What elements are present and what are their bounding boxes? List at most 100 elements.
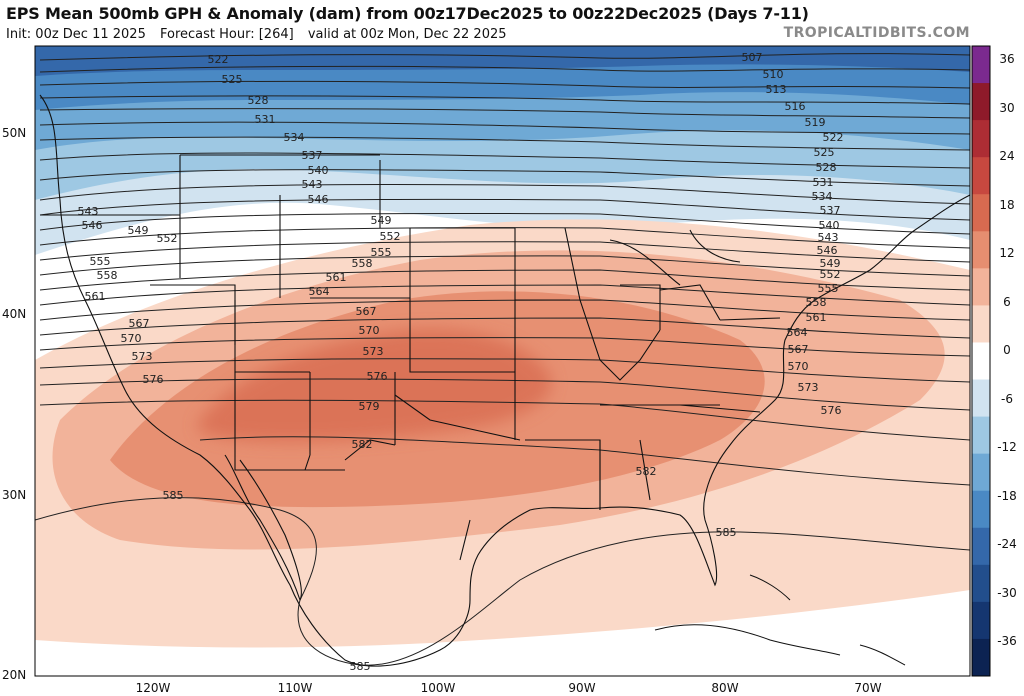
contour-label-east: 573 [798, 381, 819, 394]
contour-label-west-coast: 552 [157, 232, 178, 245]
contour-label-east: 549 [820, 257, 841, 270]
map-title: EPS Mean 500mb GPH & Anomaly (dam) from … [6, 4, 809, 23]
colorbar-tick-label: 30 [999, 100, 1015, 115]
contour-label-east: 582 [636, 465, 657, 478]
contour-label-east: 519 [805, 116, 826, 129]
contour-label-west-coast: 573 [132, 350, 153, 363]
contour-label-west: 528 [248, 94, 269, 107]
colorbar-tick-label: 24 [999, 149, 1015, 163]
contour-label-west: 567 [356, 305, 377, 318]
contour-label-west-coast: 543 [78, 205, 99, 218]
map-subtitle: Init: 00z Dec 11 2025 Forecast Hour: [26… [6, 27, 517, 42]
colorbar-tick-label: -36 [997, 634, 1017, 648]
contour-label-east: 570 [788, 360, 809, 373]
contour-label-east: 558 [806, 296, 827, 309]
contour-label-east: 540 [819, 219, 840, 232]
lon-label-70w: 70W [854, 681, 882, 695]
colorbar-segment [972, 268, 990, 306]
contour-label-west-coast: 576 [143, 373, 164, 386]
colorbar-segment [972, 194, 990, 232]
contour-label-east: 513 [766, 83, 787, 96]
contour-label-west-coast: 561 [85, 290, 106, 303]
colorbar-tick-label: 0 [1003, 343, 1011, 357]
contour-label-west-coast: 558 [97, 269, 118, 282]
contour-label-west: 543 [302, 178, 323, 191]
contour-label-west-coast: 555 [90, 255, 111, 268]
contour-label-east: 543 [818, 231, 839, 244]
colorbar-tick-label: -30 [997, 585, 1017, 600]
colorbar-segment [972, 490, 990, 529]
contour-label-east: 525 [814, 146, 835, 159]
contour-label-west-coast: 570 [121, 332, 142, 345]
contour-label-west: 582 [352, 438, 373, 451]
contour-label-west-coast: 567 [129, 317, 150, 330]
contour-label-west: 570 [359, 324, 380, 337]
contour-label-east: 567 [788, 343, 809, 356]
contour-label-east: 507 [742, 51, 763, 64]
colorbar-segment [972, 83, 990, 121]
map-frame [34, 45, 971, 677]
contour-label-east: 546 [817, 244, 838, 257]
colorbar-tick-label: -24 [997, 537, 1017, 551]
colorbar-segment [972, 379, 990, 418]
contour-label-west: 573 [363, 345, 384, 358]
colorbar-tick-label: -18 [997, 488, 1017, 503]
contour-label-east: 510 [763, 68, 784, 81]
forecast-hour: Forecast Hour: [264] [159, 27, 294, 42]
contour-label-south: 585 [350, 660, 371, 673]
contour-label-layer: 5225255285315345375405435465495525555585… [78, 51, 844, 673]
lon-label-90w: 90W [568, 681, 596, 695]
lat-label-30n: 30N [2, 488, 27, 502]
colorbar-segment [972, 120, 990, 158]
contour-label-east: 555 [818, 282, 839, 295]
contour-label-west: 531 [255, 113, 276, 126]
lat-label-20n: 20N [2, 668, 27, 682]
contour-label-east: 537 [820, 204, 841, 217]
contour-label-east: 516 [785, 100, 806, 113]
contour-label-east: 534 [812, 190, 833, 203]
caribbean-islands [654, 574, 906, 666]
contour-label-west: 549 [371, 214, 392, 227]
contour-label-west: 540 [308, 164, 329, 177]
lon-label-100w: 100W [420, 681, 456, 695]
lat-label-50n: 50N [2, 126, 27, 140]
contour-label-west: 579 [359, 400, 380, 413]
contour-label-west: 525 [222, 73, 243, 86]
colorbar-frame [971, 45, 991, 677]
contour-label-west: 555 [371, 246, 392, 259]
colorbar-segment [972, 564, 990, 603]
colorbar [971, 45, 991, 677]
colorbar-tick-label: -6 [1001, 391, 1013, 406]
contour-label-east: 552 [820, 268, 841, 281]
contour-label-east: 528 [816, 161, 837, 174]
contour-label-east: 522 [823, 131, 844, 144]
lon-label-120w: 120W [135, 681, 171, 695]
colorbar-segment [972, 305, 990, 343]
contour-label-east: 564 [787, 326, 808, 339]
colorbar-segment [972, 342, 990, 381]
contour-label-east: 531 [813, 176, 834, 189]
contour-label-west: 534 [284, 131, 305, 144]
contour-label-west-coast: 546 [82, 219, 103, 232]
brand-watermark: TROPICALTIDBITS.COM [783, 25, 970, 41]
contour-label-west: 552 [380, 230, 401, 243]
contour-label-west: 564 [309, 285, 330, 298]
colorbar-tick-label: 12 [999, 246, 1015, 260]
colorbar-segment [972, 416, 990, 455]
colorbar-tick-label: 6 [1003, 294, 1011, 309]
contour-label-west: 558 [352, 257, 373, 270]
anomaly-shading [35, 46, 970, 676]
contour-label-west: 537 [302, 149, 323, 162]
lon-label-80w: 80W [711, 681, 739, 695]
colorbar-segment [972, 453, 990, 492]
colorbar-segment [972, 601, 990, 640]
contour-label-west: 546 [308, 193, 329, 206]
contour-label-east: 576 [821, 404, 842, 417]
colorbar-segment [972, 638, 990, 677]
contour-label-west-coast: 585 [163, 489, 184, 502]
valid-time: valid at 00z Mon, Dec 22 2025 [307, 27, 507, 42]
contour-label-east: 561 [806, 311, 827, 324]
colorbar-segment [972, 231, 990, 269]
colorbar-tick-label: -12 [997, 440, 1017, 454]
